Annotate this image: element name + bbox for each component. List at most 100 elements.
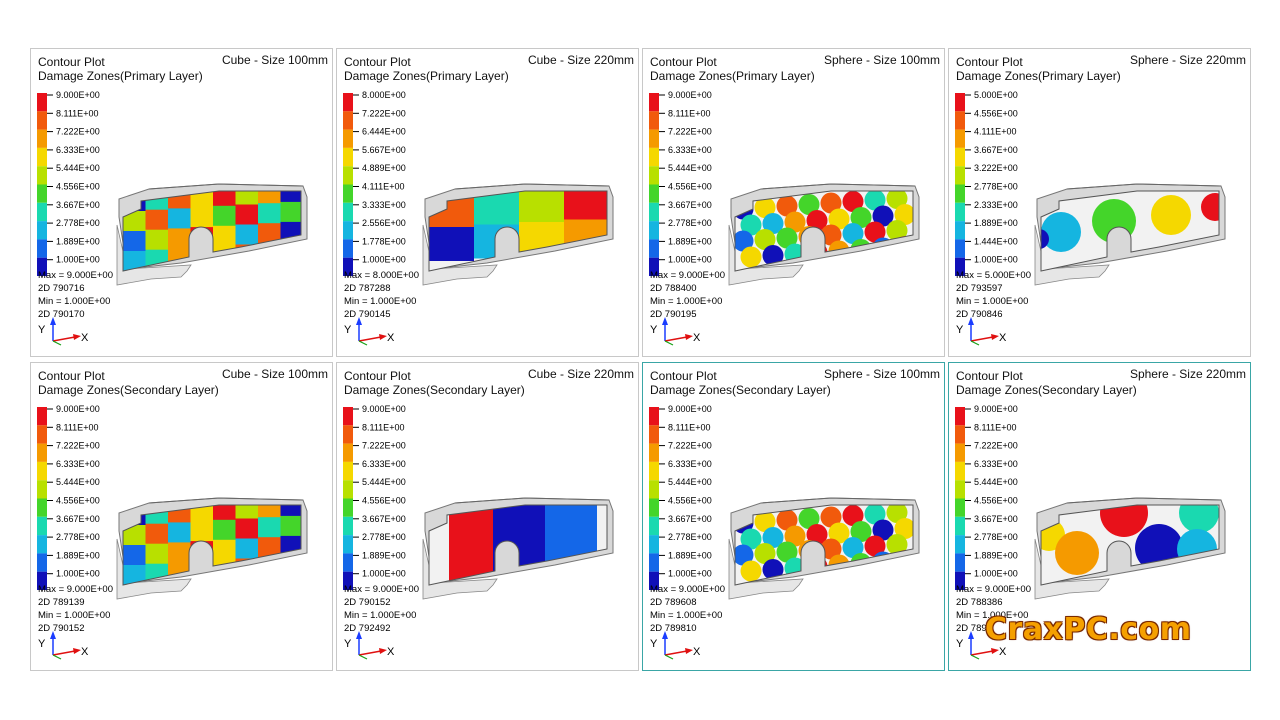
legend-swatch <box>343 425 353 444</box>
legend-tick-label: 3.667E+00 <box>668 514 712 524</box>
contour-graphic: 8.000E+00 7.222E+00 6.444E+00 5.667E+00 4.88… <box>343 90 614 346</box>
result-stats: Max = 5.000E+00 2D 793597 Min = 1.000E+00 2… <box>956 269 1031 321</box>
min-element: 2D 790152 <box>38 623 85 634</box>
result-stats: Max = 9.000E+00 2D 788386 Min = 1.000E+00 2… <box>956 583 1031 635</box>
max-value: Max = 9.000E+00 <box>38 270 113 281</box>
legend-tick-label: 5.444E+00 <box>362 477 406 487</box>
legend-tick-label: 5.444E+00 <box>56 163 100 173</box>
legend-swatch <box>37 147 47 167</box>
legend-swatch <box>649 184 659 203</box>
contour-graphic: 9.000E+00 8.111E+00 7.222E+00 6.333E+00 5.44… <box>37 404 308 660</box>
axis-y-label: Y <box>650 324 658 336</box>
legend-swatch <box>649 221 659 240</box>
max-value: Max = 9.000E+00 <box>650 584 725 595</box>
legend-tick-label: 4.556E+00 <box>56 182 100 192</box>
contour-panel-p5[interactable]: Contour Plot Damage Zones(Secondary Layer… <box>30 362 333 671</box>
legend-swatch <box>955 239 965 258</box>
result-stats: Max = 9.000E+00 2D 788400 Min = 1.000E+00 2… <box>650 269 725 321</box>
min-value: Min = 1.000E+00 <box>38 610 111 621</box>
case-label: Cube - Size 220mm <box>527 53 634 67</box>
axis-triad-icon <box>662 317 693 346</box>
panel-subtitle: Damage Zones(Primary Layer) <box>650 69 815 83</box>
legend-tick-label: 8.111E+00 <box>56 108 98 118</box>
axis-x-label: X <box>693 332 701 344</box>
legend-tick-label: 5.444E+00 <box>56 477 100 487</box>
legend-swatch <box>37 129 47 148</box>
legend-tick-label: 4.111E+00 <box>362 182 404 192</box>
legend-tick-label: 4.556E+00 <box>974 496 1018 506</box>
legend-swatch <box>343 535 353 554</box>
legend-tick-label: 3.667E+00 <box>56 200 100 210</box>
legend-tick-label: 5.444E+00 <box>974 477 1018 487</box>
legend-swatch <box>343 111 353 130</box>
legend-tick-label: 1.889E+00 <box>56 236 100 246</box>
legend-tick-label: 1.000E+00 <box>974 569 1018 579</box>
legend-swatch <box>955 553 965 572</box>
legend-swatch <box>955 443 965 462</box>
legend-swatch <box>649 93 659 112</box>
legend-swatch <box>343 221 353 240</box>
legend-swatch <box>37 239 47 258</box>
legend-swatch <box>343 184 353 203</box>
legend-swatch <box>649 257 659 276</box>
legend-swatch <box>649 202 659 222</box>
legend-swatch <box>37 571 47 590</box>
legend-tick-label: 2.778E+00 <box>668 532 712 542</box>
max-element: 2D 787288 <box>344 283 391 294</box>
max-element: 2D 789608 <box>650 597 697 608</box>
axis-y-label: Y <box>956 638 964 650</box>
legend-swatch <box>955 257 965 276</box>
contour-panel-p2[interactable]: Contour Plot Damage Zones(Primary Layer) C… <box>336 48 639 357</box>
min-element: 2D 792492 <box>344 623 391 634</box>
part-model <box>116 497 308 600</box>
legend-swatch <box>955 129 965 148</box>
part-model <box>728 183 920 286</box>
color-legend: 9.000E+00 8.111E+00 7.222E+00 6.333E+00 5.44… <box>343 404 406 590</box>
axis-x-label: X <box>81 332 89 344</box>
legend-swatch <box>37 480 47 499</box>
contour-panel-p6[interactable]: Contour Plot Damage Zones(Secondary Layer… <box>336 362 639 671</box>
legend-tick-label: 1.889E+00 <box>974 218 1018 228</box>
color-legend: 9.000E+00 8.111E+00 7.222E+00 6.333E+00 5.44… <box>955 404 1018 590</box>
legend-swatch <box>955 571 965 590</box>
legend-tick-label: 9.000E+00 <box>668 90 712 100</box>
axis-triad-icon <box>50 631 81 660</box>
legend-swatch <box>343 407 353 426</box>
max-element: 2D 788400 <box>650 283 697 294</box>
legend-tick-label: 1.444E+00 <box>974 236 1018 246</box>
legend-tick-label: 6.333E+00 <box>362 459 406 469</box>
legend-tick-label: 6.333E+00 <box>974 459 1018 469</box>
panel-title: Contour Plot <box>38 55 105 69</box>
legend-tick-label: 5.444E+00 <box>668 163 712 173</box>
legend-swatch <box>37 257 47 276</box>
contour-panel-p8[interactable]: Contour Plot Damage Zones(Secondary Layer… <box>948 362 1251 671</box>
legend-swatch <box>649 129 659 148</box>
result-stats: Max = 9.000E+00 2D 789608 Min = 1.000E+00 2… <box>650 583 725 635</box>
legend-swatch <box>343 129 353 148</box>
contour-panel-p3[interactable]: Contour Plot Damage Zones(Primary Layer) S… <box>642 48 945 357</box>
legend-swatch <box>649 553 659 572</box>
contour-panel-p7[interactable]: Contour Plot Damage Zones(Secondary Layer… <box>642 362 945 671</box>
contour-graphic: 5.000E+00 4.556E+00 4.111E+00 3.667E+00 3.22… <box>955 90 1226 346</box>
legend-tick-label: 3.333E+00 <box>362 200 406 210</box>
axis-y-label: Y <box>38 324 46 336</box>
legend-tick-label: 8.111E+00 <box>974 422 1016 432</box>
legend-tick-label: 6.333E+00 <box>668 459 712 469</box>
legend-tick-label: 8.111E+00 <box>668 108 710 118</box>
panel-subtitle: Damage Zones(Primary Layer) <box>956 69 1121 83</box>
min-element: 2D 789810 <box>650 623 697 634</box>
legend-tick-label: 7.222E+00 <box>974 441 1018 451</box>
contour-panel-p1[interactable]: Contour Plot Damage Zones(Primary Layer) C… <box>30 48 333 357</box>
legend-tick-label: 5.444E+00 <box>668 477 712 487</box>
legend-tick-label: 7.222E+00 <box>56 127 100 137</box>
contour-panel-p4[interactable]: Contour Plot Damage Zones(Primary Layer) S… <box>948 48 1251 357</box>
legend-swatch <box>649 571 659 590</box>
legend-swatch <box>955 147 965 167</box>
legend-tick-label: 1.889E+00 <box>974 550 1018 560</box>
legend-swatch <box>649 425 659 444</box>
legend-swatch <box>37 443 47 462</box>
legend-tick-label: 1.889E+00 <box>362 550 406 560</box>
legend-swatch <box>343 461 353 481</box>
legend-tick-label: 3.667E+00 <box>974 514 1018 524</box>
min-element: 2D 790846 <box>956 309 1003 320</box>
